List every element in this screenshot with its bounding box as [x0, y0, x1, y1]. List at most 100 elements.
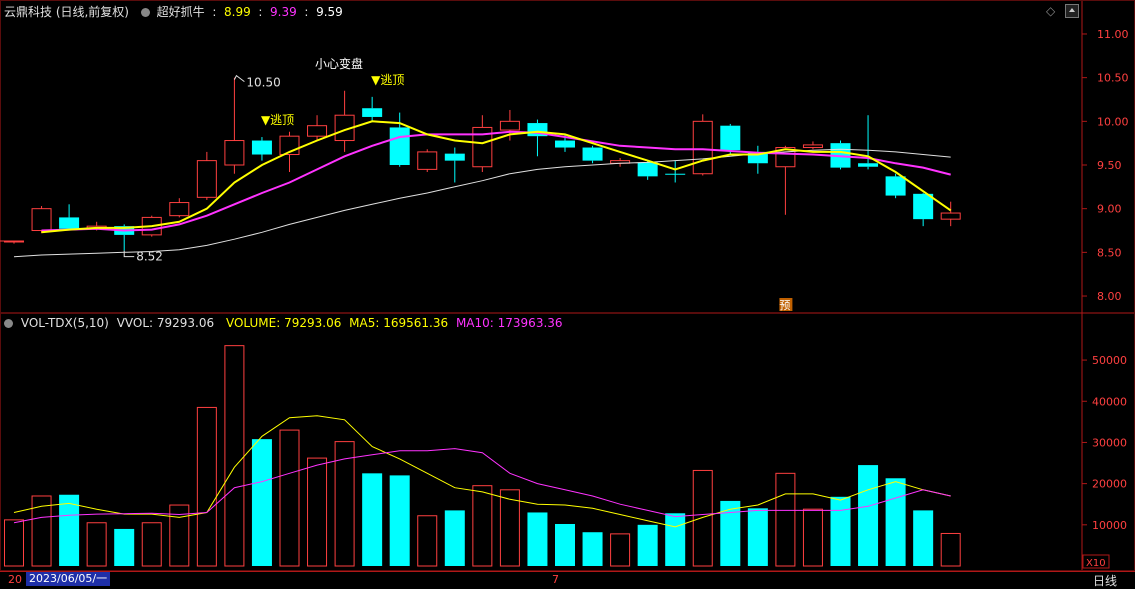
candle-body	[362, 108, 383, 117]
candle-body	[251, 140, 272, 155]
candle-body	[940, 212, 961, 220]
collapse-button[interactable]	[1065, 4, 1079, 18]
candle	[858, 115, 879, 170]
candle	[417, 149, 438, 172]
candle	[747, 145, 768, 174]
volume-bar	[224, 345, 245, 567]
candle-body	[665, 173, 686, 175]
low-marker	[123, 250, 135, 258]
volume-bar	[802, 508, 823, 567]
pre-marker-box	[779, 298, 793, 311]
candle	[224, 77, 245, 174]
vvol-value: VVOL: 79293.06	[116, 316, 215, 330]
candle-body	[692, 120, 713, 175]
volume-bar	[334, 441, 355, 567]
volume-bar	[610, 533, 631, 567]
volume-bar	[59, 494, 80, 566]
volume-bar	[169, 504, 190, 567]
candle	[720, 123, 741, 154]
volume-bar	[830, 496, 851, 566]
volume-bar	[555, 523, 575, 566]
candle	[802, 141, 823, 150]
candle	[665, 160, 686, 183]
candle-body	[196, 160, 217, 198]
volume-bar	[747, 508, 768, 566]
volume-bar	[472, 485, 493, 567]
ma-line-white	[13, 148, 951, 258]
candle	[582, 145, 603, 164]
volume-bar	[362, 473, 383, 566]
bottom-bar	[0, 571, 1135, 589]
period-tab-daily[interactable]: 日线	[1093, 574, 1118, 588]
candle	[362, 96, 383, 122]
candle-body	[307, 125, 328, 137]
bottom-mid-number: 7	[552, 573, 559, 586]
volume-bar	[637, 524, 658, 566]
candle-body	[720, 125, 741, 151]
indicator-icon[interactable]	[140, 8, 150, 17]
volume-bar	[582, 532, 603, 566]
candle	[472, 115, 493, 172]
vol-indicator-name[interactable]: VOL-TDX(5,10)	[20, 316, 109, 330]
volume-bar	[307, 457, 328, 567]
volume-axis-label: 50000	[1092, 354, 1127, 367]
candle	[251, 137, 272, 161]
candle	[307, 115, 328, 141]
candle	[196, 151, 217, 200]
candle-body	[637, 162, 658, 177]
volume-bar	[720, 500, 741, 566]
volume-ma10-line	[13, 448, 951, 524]
candle-body	[802, 144, 823, 149]
price-axis-label: 9.00	[1097, 203, 1122, 216]
diamond-icon[interactable]: ◇	[1046, 4, 1056, 18]
volume-axis-label: 40000	[1092, 395, 1127, 408]
candle	[885, 173, 906, 199]
volume-bar	[527, 512, 548, 566]
volume-bar	[499, 489, 520, 567]
volume-bar	[913, 510, 934, 566]
volume-bar	[114, 528, 135, 566]
ma-line-magenta	[41, 130, 951, 232]
escape-top-label: ▼逃顶	[261, 113, 294, 127]
stock-title: 云鼎科技 (日线,前复权)	[4, 5, 129, 19]
high-marker	[233, 74, 245, 83]
volume-bar	[444, 510, 465, 566]
collapse-icon	[1069, 8, 1075, 12]
indicator-value-3: 9.59	[316, 5, 343, 19]
low-price-label: 8.52	[136, 250, 163, 264]
volume-bar	[4, 519, 24, 567]
candle	[334, 90, 355, 152]
escape-top-label: ▼逃顶	[371, 73, 404, 87]
volume-ma5-line	[13, 415, 951, 528]
volume-bar	[196, 406, 217, 567]
price-axis-label: 10.00	[1097, 115, 1129, 128]
candle-body	[224, 140, 245, 166]
pre-marker-label: 预	[779, 299, 790, 312]
volume-unit-label: X10	[1086, 558, 1106, 569]
candle-body	[747, 151, 768, 164]
warning-label: 小心变盘	[315, 56, 363, 71]
volume-bar	[251, 439, 272, 566]
volume-bar	[692, 469, 713, 567]
volume-axis-label: 30000	[1092, 436, 1127, 449]
volume-axis-label: 20000	[1092, 478, 1127, 491]
candle	[444, 147, 465, 183]
price-axis-label: 8.00	[1097, 290, 1122, 303]
volume-bar	[940, 532, 961, 567]
chart-frame	[0, 0, 1135, 571]
candle-body	[499, 120, 520, 131]
volume-unit-box	[1082, 554, 1110, 569]
price-axis-label: 8.50	[1097, 246, 1122, 259]
volume-bar	[141, 522, 162, 567]
candle-body	[59, 217, 80, 229]
candle	[940, 201, 961, 227]
volume-icon[interactable]	[4, 319, 13, 328]
candle-body	[885, 176, 906, 196]
candle-body	[472, 126, 493, 168]
volume-header: VOL-TDX(5,10) VVOL: 79293.06 VOLUME: 792…	[4, 316, 563, 330]
indicator-name[interactable]: 超好抓牛	[156, 5, 205, 19]
volume-bar	[86, 522, 107, 567]
candle	[59, 204, 80, 231]
